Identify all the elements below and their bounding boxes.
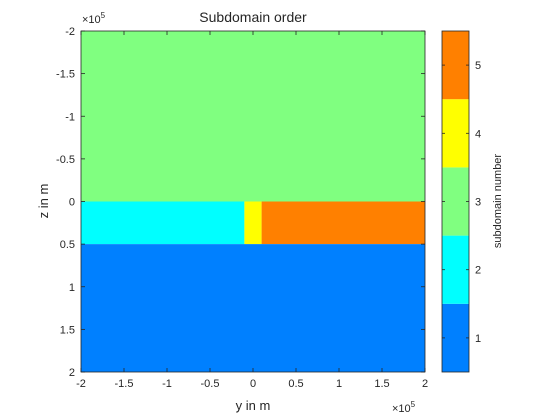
colorbar-tick-label: 4: [475, 128, 481, 140]
colorbar-segment-3: [442, 167, 469, 236]
colorbar-segment-1: [442, 303, 469, 372]
x-axis-exponent: ×105: [392, 400, 416, 415]
subdomain-region-5: [261, 201, 425, 245]
x-tick-label: 2: [422, 378, 428, 390]
colorbar-tick-label: 1: [475, 333, 481, 345]
y-tick-label: 0: [69, 197, 75, 209]
x-tick-label: 1.5: [374, 378, 389, 390]
colorbar-label: subdomain number: [492, 154, 504, 249]
y-tick-label: 0.5: [60, 239, 75, 251]
colorbar-segment-2: [442, 235, 469, 304]
x-axis-label: y in m: [236, 398, 271, 413]
subdomain-region-4: [244, 201, 262, 245]
y-tick-label: -0.5: [56, 154, 75, 166]
x-tick-label: -1: [162, 378, 172, 390]
y-axis-label: z in m: [36, 184, 51, 219]
x-tick-label: 0.5: [288, 378, 303, 390]
colorbar-segment-5: [442, 31, 469, 100]
x-tick-label: -2: [76, 378, 86, 390]
subdomain-region-3: [81, 31, 425, 202]
y-axis-ticks: -2 -1.5 -1 -0.5 0 0.5 1 1.5 2: [56, 26, 425, 379]
x-axis-ticks: -2 -1.5 -1 -0.5 0 0.5 1 1.5 2: [76, 31, 428, 390]
x-exponent-base: ×10: [392, 403, 411, 415]
colorbar-tick-label: 3: [475, 197, 481, 209]
x-tick-label: 1: [336, 378, 342, 390]
colorbar-tick-label: 2: [475, 265, 481, 277]
y-tick-label: 1.5: [60, 324, 75, 336]
y-tick-label: 1: [69, 282, 75, 294]
plot-regions: [81, 31, 425, 372]
colorbar-box: [441, 30, 470, 373]
x-exponent-power: 5: [411, 400, 416, 409]
x-tick-label: -0.5: [201, 378, 220, 390]
colorbar: [442, 31, 469, 372]
chart-title: Subdomain order: [199, 9, 307, 25]
y-tick-label: 2: [69, 367, 75, 379]
y-tick-label: -1: [65, 111, 75, 123]
colorbar-ticks: 1 2 3 4 5: [442, 60, 481, 345]
colorbar-tick-label: 5: [475, 60, 481, 72]
subdomain-region-1: [81, 244, 425, 372]
y-axis-exponent: ×105: [82, 11, 106, 26]
y-exponent-base: ×10: [82, 14, 101, 26]
x-tick-label: -1.5: [115, 378, 134, 390]
y-tick-label: -1.5: [56, 69, 75, 81]
colorbar-segment-4: [442, 99, 469, 168]
y-exponent-power: 5: [101, 11, 106, 20]
x-tick-label: 0: [250, 378, 256, 390]
y-tick-label: -2: [65, 26, 75, 38]
subdomain-region-2: [81, 201, 245, 245]
